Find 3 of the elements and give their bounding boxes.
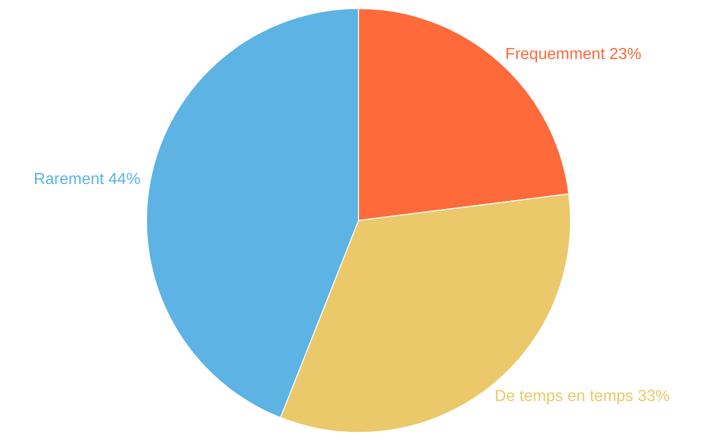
slice-label: Frequemment 23%	[505, 46, 642, 63]
slice-label: De temps en temps 33%	[494, 388, 670, 405]
slice-label: Rarement 44%	[34, 170, 140, 188]
